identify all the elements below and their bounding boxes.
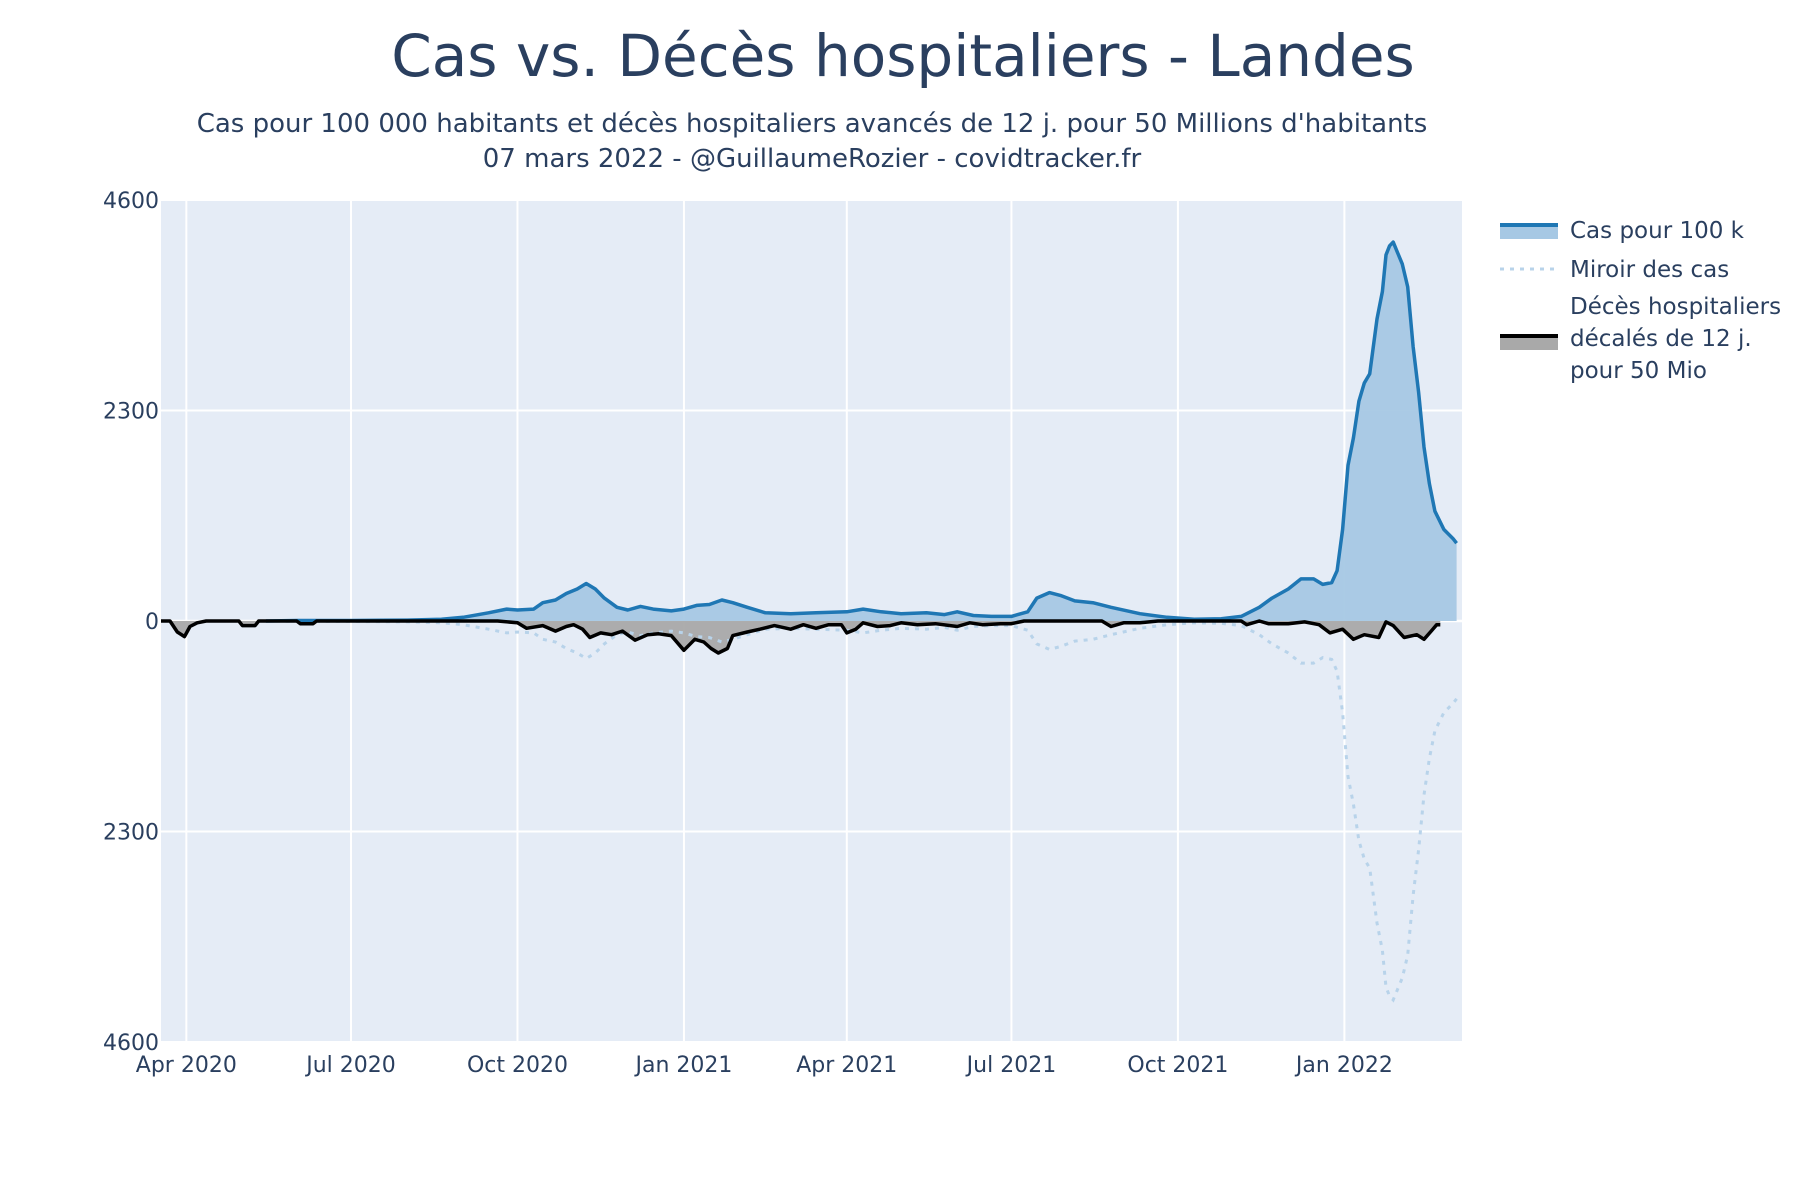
- y-tick-label: 4600: [103, 1031, 159, 1056]
- cases-area: [265, 242, 1457, 621]
- chart-subtitle-line1: Cas pour 100 000 habitants et décès hosp…: [197, 109, 1428, 139]
- legend-label-deaths-line3: pour 50 Mio: [1570, 358, 1707, 384]
- x-tick-label: Jul 2021: [965, 1053, 1057, 1078]
- legend-label-cases: Cas pour 100 k: [1570, 218, 1745, 244]
- y-tick-label: 2300: [103, 400, 159, 425]
- chart-title: Cas vs. Décès hospitaliers - Landes: [391, 22, 1414, 90]
- x-tick-label: Apr 2020: [136, 1053, 237, 1078]
- cases-line: [265, 240, 1458, 623]
- legend-label-mirror: Miroir des cas: [1570, 257, 1729, 283]
- x-tick-label: Jan 2021: [633, 1053, 732, 1078]
- y-tick-label: 0: [145, 610, 159, 635]
- x-tick-label: Oct 2020: [467, 1053, 568, 1078]
- legend-swatch-cases-fill: [1500, 225, 1558, 239]
- mirror-line: [265, 619, 1458, 1003]
- chart-subtitle-line2: 07 mars 2022 - @GuillaumeRozier - covidt…: [483, 144, 1142, 174]
- legend-label-deaths-line2: décalés de 12 j.: [1570, 326, 1752, 352]
- x-tick-label: Apr 2021: [796, 1053, 897, 1078]
- y-tick-label: 4600: [103, 189, 159, 214]
- legend-swatch-deaths-fill: [1500, 336, 1558, 350]
- data-layer: [161, 240, 1458, 1003]
- y-tick-label: 2300: [103, 821, 159, 846]
- x-tick-label: Jan 2022: [1294, 1053, 1393, 1078]
- axes: Apr 2020 Jul 2020 Oct 2020 Jan 2021 Apr 2021…: [103, 189, 1393, 1078]
- legend: Cas pour 100 k Miroir des cas Décès hosp…: [1500, 218, 1781, 384]
- x-tick-label: Jul 2020: [304, 1053, 396, 1078]
- deaths-line: [161, 619, 1441, 655]
- legend-label-deaths-line1: Décès hospitaliers: [1570, 294, 1781, 320]
- x-tick-label: Oct 2021: [1127, 1053, 1228, 1078]
